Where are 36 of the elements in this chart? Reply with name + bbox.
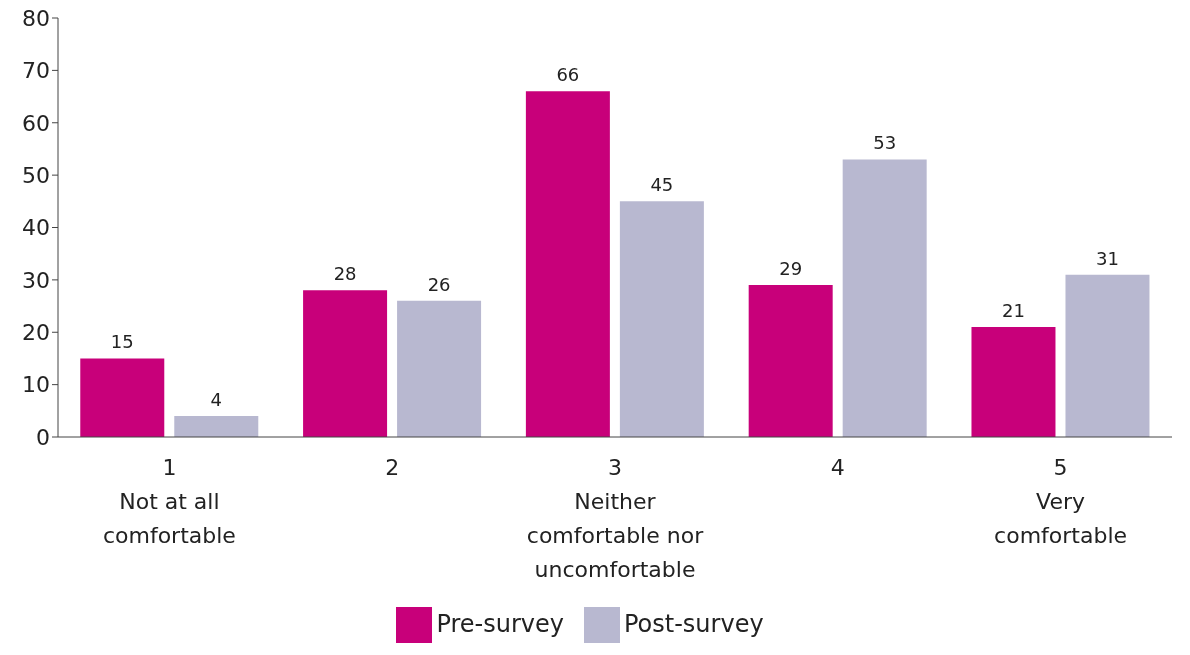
data-label: 31 bbox=[1096, 247, 1119, 269]
x-tick-label: 2 bbox=[385, 455, 400, 480]
bar bbox=[1065, 274, 1150, 437]
bar bbox=[174, 416, 259, 437]
data-label: 28 bbox=[333, 263, 357, 285]
y-tick-label: 20 bbox=[22, 320, 50, 346]
data-label: 21 bbox=[1002, 300, 1025, 322]
data-label: 53 bbox=[873, 132, 897, 154]
y-tick-label: 50 bbox=[22, 162, 50, 188]
x-tick-label: 1 Not at all comfortable bbox=[102, 455, 236, 548]
x-tick-label: 4 bbox=[830, 455, 845, 480]
bar bbox=[525, 91, 610, 437]
data-label: 26 bbox=[427, 273, 451, 295]
data-label: 15 bbox=[110, 331, 134, 353]
y-tick-label: 80 bbox=[22, 5, 50, 31]
y-tick-label: 40 bbox=[22, 215, 50, 241]
bar bbox=[303, 290, 388, 437]
x-tick-label: 3 Neither comfortable nor uncomfortable bbox=[526, 455, 705, 582]
bar bbox=[842, 159, 927, 437]
bar bbox=[619, 201, 704, 437]
data-label: 4 bbox=[210, 389, 223, 411]
y-tick-label: 60 bbox=[22, 110, 50, 136]
y-tick-label: 70 bbox=[22, 58, 50, 84]
data-label: 66 bbox=[556, 64, 580, 86]
bar bbox=[971, 327, 1056, 437]
y-tick-label: 0 bbox=[36, 424, 50, 450]
y-tick-label: 10 bbox=[22, 372, 50, 398]
y-tick-label: 30 bbox=[22, 267, 50, 293]
x-tick-label: 5 Very comfortable bbox=[994, 455, 1128, 548]
bar bbox=[80, 358, 165, 437]
legend-label: Pre-survey bbox=[436, 610, 564, 638]
bar bbox=[397, 300, 482, 437]
data-label: 29 bbox=[779, 258, 803, 280]
bar bbox=[748, 285, 833, 437]
data-label: 45 bbox=[650, 174, 674, 196]
legend-label: Post-survey bbox=[623, 610, 764, 638]
